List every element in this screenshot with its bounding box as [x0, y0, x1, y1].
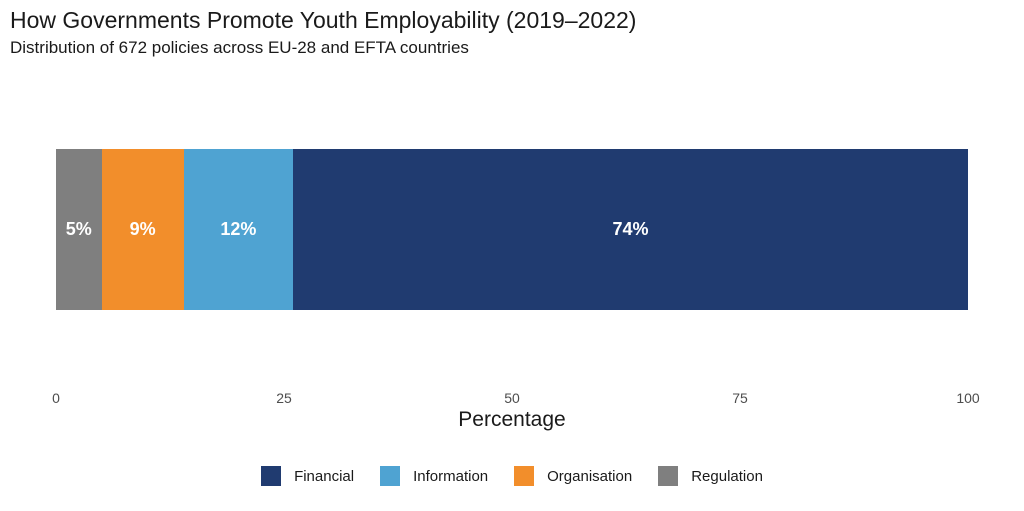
- legend-label: Financial: [294, 467, 355, 485]
- chart-subtitle: Distribution of 672 policies across EU-2…: [10, 38, 469, 57]
- bar-segment-label: 9%: [129, 219, 156, 239]
- bar-segment-organisation: 9%: [101, 149, 184, 310]
- legend-swatch-regulation: [658, 466, 679, 486]
- legend-swatch-financial: [261, 466, 282, 486]
- legend-item-organisation: Organisation: [514, 466, 632, 486]
- legend-item-information: Information: [380, 466, 488, 486]
- legend-swatch-information: [380, 466, 401, 486]
- x-tick-50: 50: [504, 390, 520, 406]
- legend-label: Information: [413, 467, 489, 485]
- legend-swatch-organisation: [514, 466, 535, 486]
- bar-segment-label: 12%: [220, 219, 257, 239]
- x-tick-25: 25: [276, 390, 292, 406]
- bar-segment-regulation: 5%: [56, 149, 102, 310]
- legend-label: Regulation: [691, 467, 763, 485]
- legend-label: Organisation: [547, 467, 633, 485]
- bar-segment-label: 74%: [612, 219, 649, 239]
- stacked-bar: 5% 9% 12% 74%: [56, 149, 968, 310]
- x-axis-title: Percentage: [458, 408, 566, 431]
- x-tick-75: 75: [732, 390, 748, 406]
- plot-area: 5% 9% 12% 74%: [56, 149, 968, 310]
- bar-segment-information: 12%: [183, 149, 294, 310]
- bar-segment-financial: 74%: [293, 149, 968, 310]
- legend-item-financial: Financial: [261, 466, 354, 486]
- legend-item-regulation: Regulation: [658, 466, 763, 486]
- x-tick-100: 100: [956, 390, 980, 406]
- bar-segment-label: 5%: [65, 219, 92, 239]
- x-axis: 0 25 50 75 100: [52, 390, 980, 408]
- legend: Financial Information Organisation Regulati…: [0, 466, 1024, 486]
- chart-title: How Governments Promote Youth Employabil…: [10, 7, 637, 33]
- x-tick-0: 0: [52, 390, 60, 406]
